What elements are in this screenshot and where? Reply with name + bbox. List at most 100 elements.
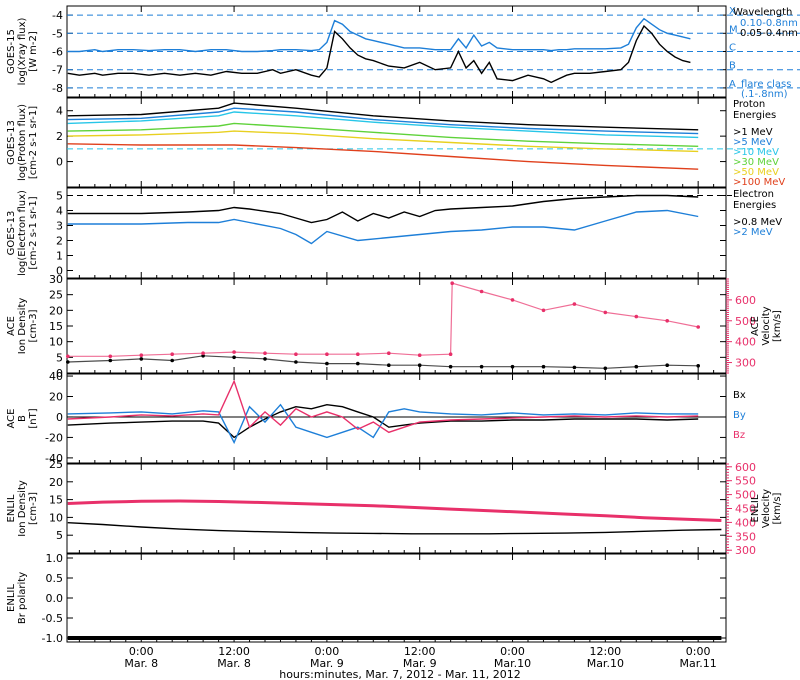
series-bz	[67, 379, 699, 434]
series-0-10-0-8nm	[67, 17, 691, 53]
legend-title: Wavelength	[733, 7, 792, 18]
y-tick-label: -0.5	[42, 612, 63, 625]
y-axis-label: ENLIL Br polarity	[6, 572, 28, 624]
y-tick-label: 0	[56, 367, 63, 380]
flare-class-letter: X	[729, 6, 736, 17]
y-axis-label: ACE B [nT]	[6, 408, 39, 428]
panel-frame	[66, 187, 727, 279]
y-axis-label: ACE Ion Density [cm-3]	[6, 298, 39, 355]
series-bx	[67, 403, 699, 439]
y-label-line: [cm-2 s-1 sr-1]	[28, 106, 39, 179]
y-label-line: GOES-13	[6, 211, 17, 256]
series-0-05-0-4nm	[67, 24, 691, 84]
y-label-line: ENLIL	[6, 584, 17, 612]
y-tick-label: 40	[49, 370, 63, 383]
y-tick-label: 0.5	[46, 572, 64, 585]
series-velocity	[66, 281, 700, 359]
y-tick-label: -7	[52, 64, 63, 77]
y-tick-label: 3	[56, 220, 63, 233]
y-label-line: log(Electron flux)	[17, 190, 28, 276]
x-tick-label-date: Mar. 9	[403, 657, 437, 670]
x-tick-label-date: Mar. 9	[310, 657, 344, 670]
y-tick-label: -8	[52, 82, 63, 95]
y-label-line: log(Xray flux)	[17, 18, 28, 86]
y-tick-label: -6	[52, 46, 63, 59]
right-tick-label: 300	[735, 544, 756, 557]
legend-entry: >30 MeV	[733, 157, 779, 168]
legend-entry: Bx	[733, 390, 746, 401]
right-tick-label: 300	[735, 357, 756, 370]
legend-title: Energies	[733, 110, 776, 121]
legend-note: flare class	[741, 79, 791, 90]
legend-entry: 0.05-0.4nm	[740, 28, 798, 39]
legend-title: Energies	[733, 200, 776, 211]
legend-entry: >50 MeV	[733, 167, 779, 178]
x-tick-label-time: 12:00	[218, 645, 250, 658]
x-tick-label-time: 0:00	[129, 645, 154, 658]
y-tick-label: 0.0	[46, 592, 64, 605]
legend: Bx By Bz	[733, 390, 746, 441]
y-label-line: [nT]	[28, 408, 39, 428]
y-tick-label: 1	[56, 250, 63, 263]
right-label-line: ACE	[750, 316, 761, 336]
y-tick-label: 4	[56, 205, 63, 218]
x-tick-label-date: Mar. 8	[217, 657, 251, 670]
y-tick-label: 10	[49, 336, 63, 349]
y-tick-label: 25	[49, 289, 63, 302]
legend-title: Proton	[733, 99, 765, 110]
panel-frame	[66, 278, 727, 374]
panel-frame	[66, 373, 727, 464]
y-tick-label: 5	[56, 529, 63, 542]
y-label-line: Br polarity	[17, 572, 28, 624]
x-tick-label-time: 0:00	[686, 645, 711, 658]
panel-goes15-xray: -8 -7 -6 -5 -4 GOES-15 log(Xray flux) [W m-2] XM…	[6, 5, 800, 100]
y-tick-label: 15	[49, 494, 63, 507]
x-tick-label-time: 12:00	[404, 645, 436, 658]
y-label-line: Ion Density	[17, 298, 28, 355]
y-label-line: [cm-3]	[28, 492, 39, 525]
series--10-mev	[67, 111, 699, 139]
panel-ace-magnetic: -40 -20 0 20 40 ACE B [nT] Bx By Bz	[6, 370, 746, 465]
y-tick-label: 0	[56, 156, 63, 169]
x-tick-label-date: Mar. 8	[124, 657, 158, 670]
right-tick-label: 600	[735, 294, 756, 307]
y-label-line: GOES-13	[6, 120, 17, 165]
y-tick-label: 5	[56, 351, 63, 364]
x-tick-label-time: 0:00	[500, 645, 525, 658]
flare-class-letter: M	[729, 24, 738, 35]
y-tick-label: -20	[45, 431, 63, 444]
y-tick-label: 2	[56, 130, 63, 143]
y-axis-label: GOES-15 log(Xray flux) [W m-2]	[6, 18, 39, 86]
right-tick-label: 500	[735, 315, 756, 328]
right-tick-label: 600	[735, 461, 756, 474]
y-label-line: ENLIL	[6, 494, 17, 522]
x-tick-label-date: Mar.11	[680, 657, 717, 670]
flare-class-letter: B	[729, 61, 736, 72]
series--1-mev	[67, 102, 699, 131]
right-tick-label: 400	[735, 516, 756, 529]
panel-goes13-electron: 0 1 2 3 4 5 GOES-13 log(Electron flux) [cm-2 s-1…	[6, 187, 782, 279]
right-label-line: [km/s]	[772, 492, 783, 524]
y-tick-label: -5	[52, 27, 63, 40]
x-tick-label-date: Mar.10	[494, 657, 531, 670]
series--30-mev	[67, 122, 699, 147]
right-label-line: Velocity	[761, 306, 772, 345]
y-tick-label: 2	[56, 235, 63, 248]
series-ion-density	[67, 522, 722, 535]
panel-frame	[66, 463, 727, 554]
flare-class-letter: C	[729, 43, 736, 54]
legend-entry: >5 MeV	[733, 137, 773, 148]
series-velocity	[67, 499, 722, 522]
y-tick-label: -40	[45, 452, 63, 465]
y-label-line: B	[17, 415, 28, 422]
legend-entry: >0.8 MeV	[733, 217, 782, 228]
right-tick-label: 350	[735, 530, 756, 543]
y-label-line: [cm-2 s-1 sr-1]	[28, 196, 39, 269]
legend-entry: >100 MeV	[733, 177, 785, 188]
